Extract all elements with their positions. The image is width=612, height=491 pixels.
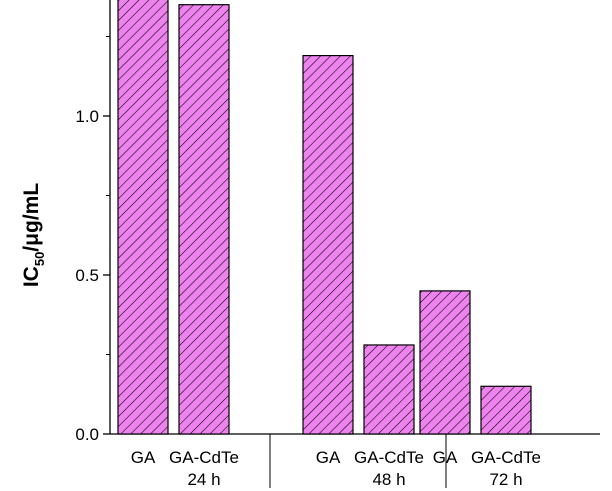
category-label: GA-CdTe bbox=[471, 448, 541, 467]
category-label: GA bbox=[433, 448, 458, 467]
y-tick-label: 1.0 bbox=[75, 107, 99, 126]
labels: GA GA-CdTe 24 h GA GA-CdTe 48 h GA GA-CdTe 72 h bbox=[131, 448, 541, 489]
group-label: 24 h bbox=[187, 470, 220, 489]
y-axis-label-main: IC bbox=[20, 266, 43, 287]
y-tick-label: 0.5 bbox=[75, 266, 99, 285]
bar-48h-ga bbox=[302, 54, 354, 435]
category-label: GA-CdTe bbox=[354, 448, 424, 467]
category-label: GA-CdTe bbox=[169, 448, 239, 467]
group-label: 48 h bbox=[372, 470, 405, 489]
y-tick-label: 0.0 bbox=[75, 425, 99, 444]
category-label: GA bbox=[316, 448, 341, 467]
y-axis-label-subscript: 50 bbox=[32, 252, 47, 266]
group-label: 72 h bbox=[489, 470, 522, 489]
bar-24h-ga bbox=[117, 0, 169, 435]
bar-24h-ga-cdte bbox=[178, 4, 230, 435]
y-axis-label-unit: /μg/mL bbox=[20, 183, 43, 252]
bar-72h-ga-cdte bbox=[480, 385, 532, 435]
y-axis-label: IC50/μg/mL bbox=[20, 183, 47, 287]
category-label: GA bbox=[131, 448, 156, 467]
bars bbox=[117, 0, 532, 435]
bar-48h-ga-cdte bbox=[363, 344, 415, 435]
bar-72h-ga bbox=[419, 290, 471, 435]
